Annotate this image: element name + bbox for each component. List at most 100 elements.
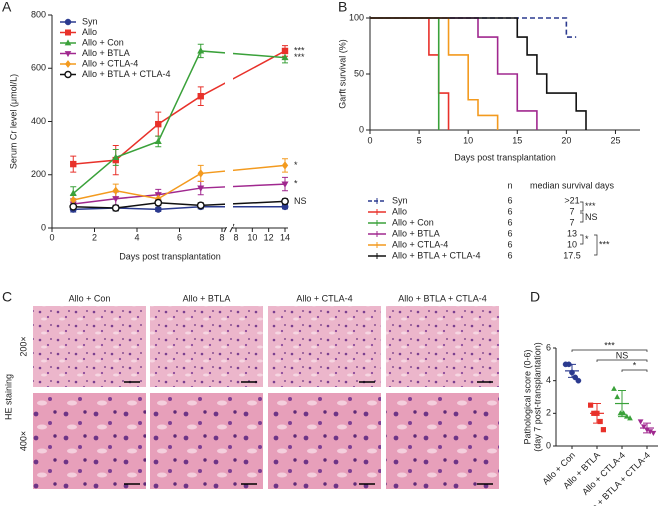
marker	[281, 197, 289, 206]
x-tick-label: 0	[49, 232, 54, 242]
legend-label: Allo + BTLA	[82, 48, 130, 58]
histology-image	[268, 393, 381, 489]
y-axis-title: Garft survival (%)	[337, 39, 347, 109]
marker	[197, 47, 205, 54]
survival-curve	[370, 17, 450, 130]
table-cell: >21	[564, 195, 579, 205]
survival-curve	[370, 17, 538, 130]
marker	[69, 202, 78, 211]
significance-label: ***	[604, 340, 615, 350]
y-axis-title: Pathological score (0-6)	[522, 349, 532, 444]
marker	[64, 70, 72, 79]
group-label: Allo + Con	[69, 293, 111, 303]
significance-label: ***	[294, 52, 305, 62]
legend-label: Allo + CTLA-4	[82, 58, 138, 68]
marker	[627, 415, 633, 421]
significance-label: *	[294, 160, 298, 170]
marker	[112, 153, 120, 161]
marker	[600, 427, 606, 433]
x-tick-label: 8	[219, 232, 224, 242]
marker	[281, 161, 289, 170]
marker	[637, 419, 644, 425]
error-bar	[593, 403, 601, 424]
legend-label: Allo + Con	[82, 37, 124, 47]
axis-break	[229, 223, 235, 233]
marker	[281, 47, 289, 55]
table-cell: 6	[507, 195, 512, 205]
y-tick-label: 50	[354, 68, 364, 78]
marker	[70, 160, 77, 168]
error-bar	[643, 422, 651, 434]
error-bar	[618, 389, 626, 418]
significance-label: NS	[616, 350, 629, 360]
x-tick-label: 10	[247, 232, 257, 242]
significance-label: ***	[294, 45, 305, 55]
break-gap	[225, 15, 233, 227]
table-cell: 7	[569, 217, 574, 227]
y-tick-label: 200	[31, 169, 46, 179]
marker	[154, 205, 162, 213]
marker	[640, 424, 647, 430]
legend-label: Allo + BTLA + CTLA-4	[392, 250, 481, 260]
histology-image	[268, 306, 381, 387]
table-header: median survival days	[530, 180, 615, 190]
significance-bracket	[580, 212, 584, 223]
marker	[197, 93, 204, 100]
y-tick-label: 0	[359, 124, 364, 134]
error-bar	[568, 363, 576, 378]
significance-label: ***	[585, 201, 596, 211]
y-tick-label: 0	[546, 440, 551, 450]
legend-label: Allo	[392, 206, 407, 216]
y-tick-label: 6	[546, 342, 551, 352]
x-tick-label: 2	[92, 232, 97, 242]
y-axis-title: (day 7 post-transplantation)	[532, 342, 542, 452]
y-tick-label: 600	[31, 63, 46, 73]
survival-curve	[370, 17, 587, 130]
marker	[112, 186, 119, 195]
x-tick-label: 0	[367, 135, 372, 145]
table-cell: 17.5	[563, 250, 581, 260]
histology-image	[386, 306, 499, 387]
marker	[154, 137, 162, 145]
marker	[197, 185, 205, 192]
marker	[69, 189, 77, 196]
legend-label: Syn	[82, 16, 98, 26]
marker	[650, 430, 657, 437]
marker	[196, 201, 205, 210]
group-label: Allo + BTLA	[183, 293, 231, 303]
y-tick-label: 0	[41, 222, 46, 232]
x-tick-label: 25	[610, 135, 620, 145]
legend-label: Allo	[82, 27, 97, 37]
magnification-label: 200×	[18, 336, 28, 356]
x-tick-label: 15	[512, 135, 522, 145]
histology-image	[386, 393, 499, 489]
survival-curve	[370, 17, 577, 38]
legend-label: Allo + CTLA-4	[392, 239, 448, 249]
marker	[281, 181, 289, 188]
panel-letter: C	[2, 289, 12, 305]
y-tick-label: 400	[31, 116, 46, 126]
significance-label: *	[633, 360, 637, 370]
table-cell: 6	[507, 228, 512, 238]
table-cell: 13	[567, 228, 577, 238]
table-cell: 7	[569, 206, 574, 216]
survival-curve	[370, 17, 499, 130]
x-tick-label: 8	[233, 232, 238, 242]
group-label: Allo + CTLA-4	[296, 293, 352, 303]
y-tick-label: 100	[349, 12, 364, 22]
marker	[614, 393, 621, 400]
table-cell: 10	[567, 239, 577, 249]
significance-bracket	[580, 234, 584, 245]
table-cell: 6	[507, 217, 512, 227]
x-tick-label: 4	[134, 232, 139, 242]
x-tick-label: 5	[417, 135, 422, 145]
marker	[155, 120, 162, 128]
x-axis-title: Days post transplantation	[454, 152, 556, 162]
y-tick-label: 2	[546, 408, 551, 418]
marker	[281, 53, 289, 61]
legend-label: Allo + Con	[392, 217, 434, 227]
marker	[65, 60, 71, 68]
magnification-label: 400×	[18, 431, 28, 451]
marker	[111, 204, 120, 212]
